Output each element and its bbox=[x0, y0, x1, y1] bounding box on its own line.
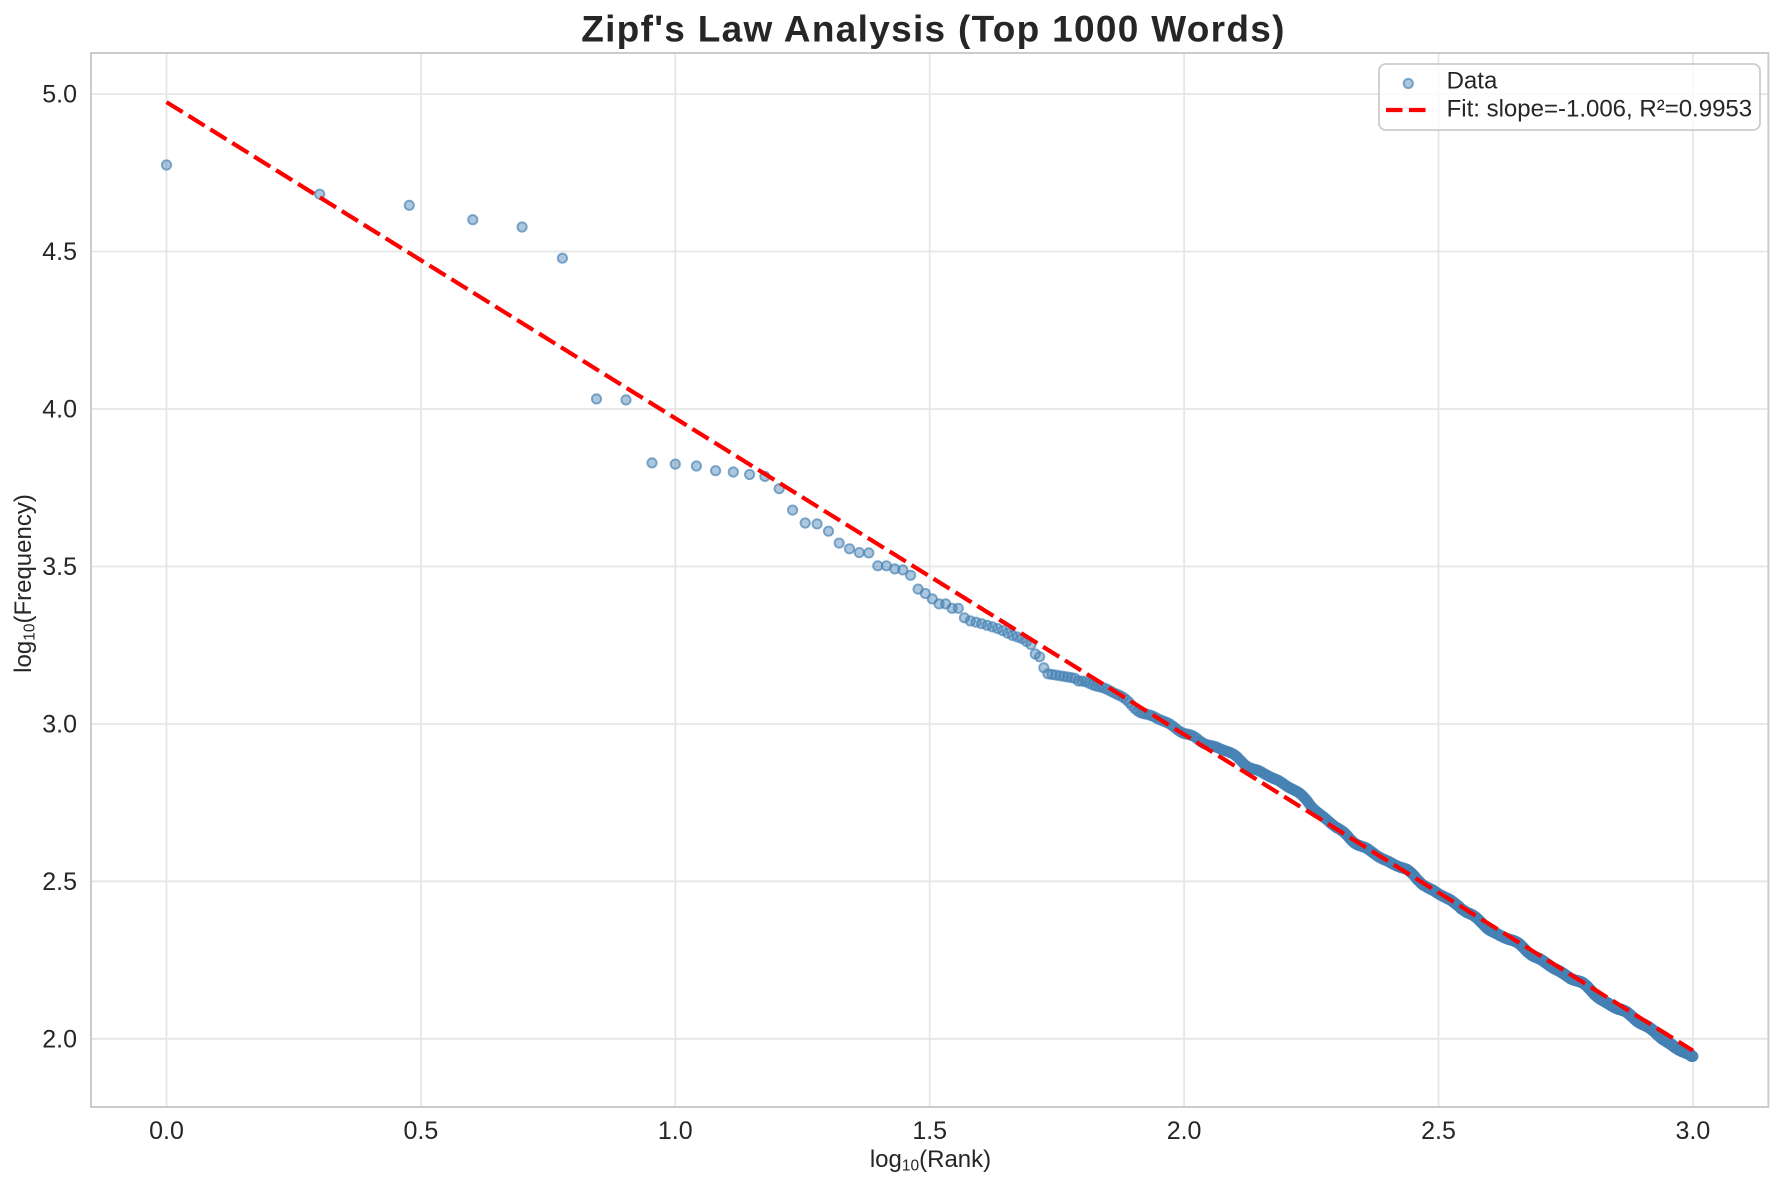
svg-text:0.5: 0.5 bbox=[404, 1117, 439, 1145]
svg-text:log10(Rank): log10(Rank) bbox=[870, 1146, 991, 1175]
svg-text:2.0: 2.0 bbox=[1167, 1117, 1202, 1145]
svg-text:1.5: 1.5 bbox=[912, 1117, 947, 1145]
svg-text:0.0: 0.0 bbox=[149, 1117, 184, 1145]
svg-text:3.5: 3.5 bbox=[42, 553, 77, 581]
svg-text:Zipf's Law Analysis (Top 1000: Zipf's Law Analysis (Top 1000 Words) bbox=[581, 8, 1286, 49]
svg-text:4.5: 4.5 bbox=[42, 238, 77, 266]
svg-text:3.0: 3.0 bbox=[42, 710, 77, 738]
svg-text:Fit: slope=-1.006, R²=0.9953: Fit: slope=-1.006, R²=0.9953 bbox=[1447, 96, 1753, 123]
svg-text:4.0: 4.0 bbox=[42, 396, 77, 424]
svg-text:1.0: 1.0 bbox=[658, 1117, 693, 1145]
svg-text:2.5: 2.5 bbox=[42, 868, 77, 896]
svg-text:log10(Frequency): log10(Frequency) bbox=[10, 494, 39, 673]
svg-text:3.0: 3.0 bbox=[1676, 1117, 1711, 1145]
svg-text:2.0: 2.0 bbox=[42, 1025, 77, 1053]
svg-text:5.0: 5.0 bbox=[42, 81, 77, 109]
svg-text:2.5: 2.5 bbox=[1421, 1117, 1456, 1145]
svg-text:Data: Data bbox=[1447, 68, 1498, 95]
